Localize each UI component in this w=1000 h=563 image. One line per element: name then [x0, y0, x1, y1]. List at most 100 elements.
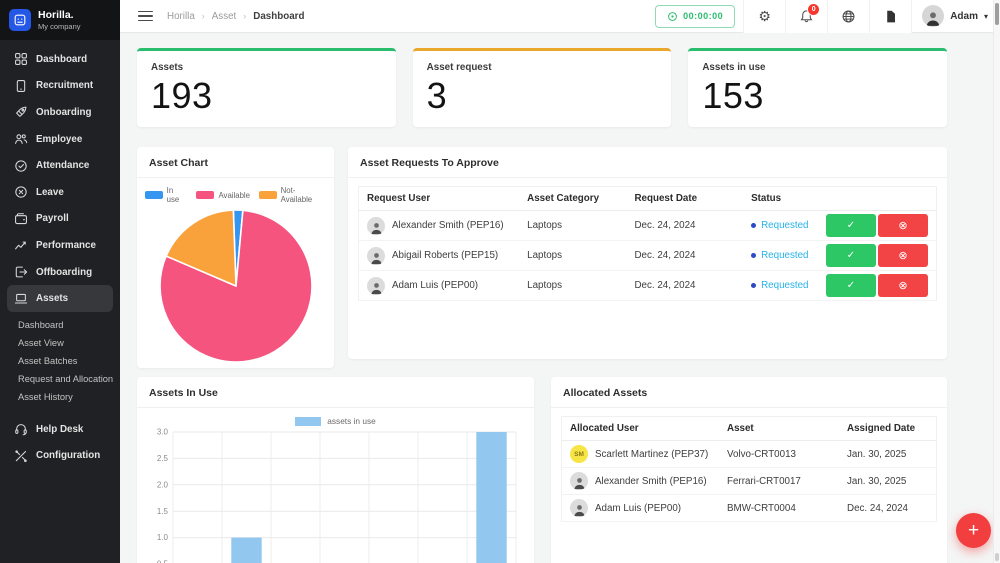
sidebar-logo[interactable]: Horilla. My company — [0, 0, 120, 40]
stat-label: Assets — [151, 62, 184, 73]
sidebar-item-help-desk[interactable]: Help Desk — [0, 416, 120, 443]
sidebar-item-payroll[interactable]: Payroll — [0, 206, 120, 233]
card-title: Assets In Use — [149, 387, 218, 399]
sidebar-item-offboarding[interactable]: Offboarding — [0, 259, 120, 286]
legend-swatch — [196, 191, 215, 199]
news-document-button[interactable] — [869, 0, 912, 33]
bar-2[interactable] — [231, 537, 262, 563]
reject-button[interactable]: ⊗ — [878, 244, 928, 267]
card-title: Asset Requests To Approve — [360, 157, 499, 169]
add-asset-fab[interactable]: + — [956, 513, 991, 548]
allocated-user: Scarlett Martinez (PEP37) — [595, 448, 709, 460]
scrollbar-thumb[interactable] — [995, 3, 999, 25]
pie-legend: In use Available Not-Available — [145, 186, 326, 204]
sidebar-item-label: Attendance — [36, 160, 90, 172]
sidebar-item-employee[interactable]: Employee — [0, 126, 120, 153]
notification-badge: 0 — [807, 2, 821, 16]
avatar-initials: SM — [570, 445, 588, 463]
legend-swatch — [145, 191, 163, 199]
legend-item-in-use[interactable]: In use — [145, 186, 187, 204]
sidebar-item-label: Dashboard — [36, 53, 88, 65]
sidebar-subitem-asset-batches[interactable]: Asset Batches — [18, 355, 78, 366]
sidebar-item-leave[interactable]: Leave — [0, 179, 120, 206]
sidebar-item-attendance[interactable]: Attendance — [0, 152, 120, 179]
performance-graph-icon — [15, 242, 26, 250]
bar-7[interactable] — [476, 432, 507, 563]
approve-button[interactable]: ✓ — [826, 214, 876, 237]
user-menu[interactable]: Adam ▾ — [911, 0, 1000, 33]
settings-button[interactable]: ⚙ — [743, 0, 786, 33]
assigned-date: Dec. 24, 2024 — [839, 494, 937, 522]
attendance-timer-button[interactable]: 00:00:00 — [655, 4, 736, 28]
legend-item-not-available[interactable]: Not-Available — [258, 186, 326, 204]
legend-item-available[interactable]: Available — [196, 186, 250, 204]
svg-text:2.0: 2.0 — [157, 480, 169, 489]
breadcrumb-current: Dashboard — [253, 10, 305, 22]
sidebar-item-configuration[interactable]: Configuration — [0, 443, 120, 470]
dashboard-grid-icon — [15, 53, 27, 66]
sidebar-subitem-asset-history[interactable]: Asset History — [18, 391, 73, 402]
allocated-assets-card: Allocated Assets Allocated User Asset As… — [551, 377, 947, 563]
allocated-user: Adam Luis (PEP00) — [595, 502, 682, 514]
table-row: Alexander Smith (PEP16) Laptops Dec. 24, 2… — [358, 210, 937, 241]
assets-laptop-icon — [14, 293, 28, 304]
request-user: Alexander Smith (PEP16) — [392, 220, 504, 231]
vertical-scrollbar[interactable] — [993, 0, 1000, 563]
language-button[interactable] — [827, 0, 870, 33]
offboarding-exit-icon — [15, 266, 28, 278]
svg-text:2.5: 2.5 — [157, 454, 169, 463]
circle-x-icon: ⊗ — [898, 220, 908, 232]
bar-legend: assets in use — [147, 416, 524, 426]
column-header: Asset — [719, 416, 839, 441]
sidebar-subitem-dashboard[interactable]: Dashboard — [18, 319, 64, 330]
document-icon — [887, 10, 896, 22]
breadcrumb-home[interactable]: Horilla — [167, 10, 195, 22]
sidebar-item-dashboard[interactable]: Dashboard — [0, 46, 120, 73]
legend-swatch — [258, 191, 277, 199]
stat-label: Assets in use — [702, 62, 766, 73]
breadcrumb-asset[interactable]: Asset — [211, 10, 237, 22]
check-icon: ✓ — [846, 280, 856, 291]
status-badge: Requested — [751, 280, 810, 291]
configuration-tools-icon — [15, 450, 27, 462]
reject-button[interactable]: ⊗ — [878, 274, 928, 297]
pie-slice-not-available[interactable] — [164, 209, 237, 287]
table-row: Abigail Roberts (PEP15) Laptops Dec. 24, 2… — [358, 240, 937, 271]
avatar — [570, 472, 588, 490]
column-header: Status — [743, 186, 818, 211]
timer-value: 00:00:00 — [683, 11, 724, 21]
stat-label: Asset request — [426, 62, 492, 73]
table-row: Adam Luis (PEP00) Laptops Dec. 24, 2024 Req… — [358, 270, 937, 301]
legend-label: In use — [166, 186, 180, 204]
sidebar-item-performance[interactable]: Performance — [0, 232, 120, 259]
hamburger-menu-icon[interactable] — [138, 10, 153, 22]
sidebar-item-onboarding[interactable]: Onboarding — [0, 99, 120, 126]
card-title: Asset Chart — [149, 157, 208, 169]
column-header: Allocated User — [561, 416, 719, 441]
chevron-down-icon: ▾ — [983, 11, 988, 21]
sidebar-item-assets[interactable]: Assets — [7, 285, 113, 312]
status-badge: Requested — [751, 250, 810, 261]
sidebar-subitem-asset-view[interactable]: Asset View — [18, 337, 64, 348]
approve-button[interactable]: ✓ — [826, 244, 876, 267]
request-date: Dec. 24, 2024 — [626, 210, 744, 241]
stat-value: 153 — [702, 75, 764, 116]
check-icon: ✓ — [846, 220, 856, 231]
reject-button[interactable]: ⊗ — [878, 214, 928, 237]
allocated-user: Alexander Smith (PEP16) — [595, 475, 707, 487]
status-dot-icon — [751, 253, 757, 258]
breadcrumb: Horilla › Asset › Dashboard — [167, 11, 304, 22]
asset-pie-chart — [158, 209, 313, 363]
sidebar-subitem-request-and-allocation[interactable]: Request and Allocation — [18, 373, 114, 384]
assets-in-use-bar-chart: 0.5 1.0 1.5 2.0 2.5 3.0 — [157, 428, 517, 563]
stat-card-assets-in-use: Assets in use 153 — [688, 48, 948, 127]
assets-in-use-card: Assets In Use assets in use 0.5 1.0 1.5 2.0… — [137, 377, 534, 563]
stat-card-assets: Assets 193 — [137, 48, 396, 127]
svg-text:1.5: 1.5 — [157, 507, 169, 516]
column-header: Assigned Date — [839, 416, 937, 441]
sidebar-item-label: Leave — [36, 186, 64, 198]
asset-requests-card: Asset Requests To Approve Request User A… — [348, 147, 947, 359]
notifications-button[interactable]: 0 — [785, 0, 828, 33]
approve-button[interactable]: ✓ — [826, 274, 876, 297]
sidebar-item-recruitment[interactable]: Recruitment — [0, 73, 120, 100]
